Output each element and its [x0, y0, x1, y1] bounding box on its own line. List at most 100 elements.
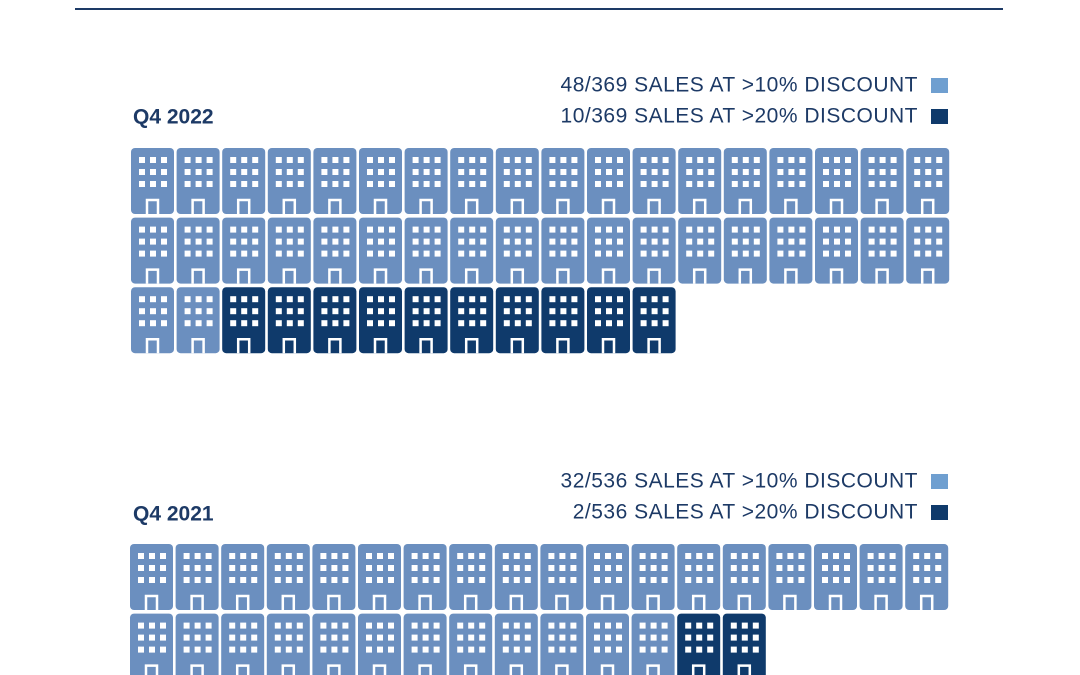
- window: [184, 169, 191, 175]
- window: [412, 250, 419, 257]
- window: [741, 646, 748, 653]
- window: [640, 320, 647, 327]
- window: [285, 565, 292, 571]
- window: [753, 157, 760, 163]
- building-body: [449, 613, 493, 675]
- window: [616, 622, 622, 629]
- building-icon: [267, 287, 311, 354]
- window: [502, 565, 509, 571]
- window: [639, 634, 646, 641]
- building-icon: [130, 613, 173, 675]
- window: [868, 238, 875, 245]
- building-body: [358, 613, 401, 675]
- door: [556, 337, 570, 354]
- window: [251, 553, 258, 559]
- window: [560, 238, 567, 245]
- window: [411, 553, 418, 559]
- window: [697, 238, 704, 245]
- door: [555, 594, 569, 610]
- window: [925, 238, 932, 245]
- window: [184, 308, 191, 315]
- window: [252, 238, 259, 245]
- window: [479, 622, 486, 629]
- window: [184, 250, 191, 257]
- window: [571, 238, 578, 245]
- window: [229, 622, 236, 629]
- window: [412, 169, 419, 175]
- door: [875, 268, 889, 284]
- window: [867, 553, 874, 559]
- building-icon: [313, 287, 357, 354]
- door: [509, 664, 524, 675]
- window: [595, 157, 601, 163]
- window: [469, 157, 476, 163]
- legend-label: 48/369 SALES AT >10% DISCOUNT: [561, 74, 918, 97]
- window: [752, 634, 759, 641]
- window: [651, 169, 658, 175]
- window: [377, 634, 383, 641]
- window: [605, 577, 611, 583]
- window: [799, 250, 806, 257]
- window: [377, 577, 383, 583]
- building-icon: [404, 148, 448, 214]
- window: [606, 157, 612, 163]
- window: [834, 157, 840, 163]
- window: [605, 646, 611, 653]
- window: [149, 553, 155, 559]
- window: [241, 226, 248, 233]
- window: [241, 238, 248, 245]
- window: [458, 181, 465, 187]
- window: [138, 553, 144, 559]
- window: [798, 565, 805, 571]
- window: [150, 169, 156, 175]
- window: [524, 622, 531, 629]
- window: [571, 320, 578, 327]
- window: [412, 320, 419, 327]
- window: [367, 250, 373, 257]
- window: [776, 577, 783, 583]
- window: [570, 622, 577, 629]
- window: [389, 226, 395, 233]
- window: [480, 226, 487, 233]
- window: [423, 320, 430, 327]
- window: [595, 308, 601, 315]
- building-icon: [312, 544, 356, 610]
- window: [230, 226, 237, 233]
- door: [874, 594, 888, 610]
- window: [661, 646, 668, 653]
- window: [205, 565, 212, 571]
- window: [890, 226, 897, 233]
- window: [788, 226, 795, 233]
- window: [366, 577, 372, 583]
- window: [708, 238, 715, 245]
- window: [160, 565, 166, 571]
- window: [433, 565, 440, 571]
- window: [650, 577, 657, 583]
- window: [925, 226, 932, 233]
- window: [616, 577, 622, 583]
- window: [787, 565, 794, 571]
- window: [548, 577, 555, 583]
- window: [524, 553, 531, 559]
- window: [845, 169, 851, 175]
- window: [297, 226, 304, 233]
- building-body: [403, 613, 447, 675]
- window: [139, 308, 145, 315]
- window: [617, 181, 623, 187]
- window: [640, 250, 647, 257]
- window: [342, 634, 349, 641]
- door: [464, 268, 479, 284]
- window: [468, 577, 475, 583]
- window: [914, 181, 921, 187]
- window: [549, 250, 556, 257]
- window: [822, 565, 828, 571]
- building-icon: [404, 217, 448, 284]
- door: [281, 594, 296, 610]
- window: [388, 634, 394, 641]
- window: [150, 181, 156, 187]
- window: [834, 226, 840, 233]
- window: [502, 646, 509, 653]
- window: [844, 565, 850, 571]
- window: [194, 553, 201, 559]
- window: [423, 226, 430, 233]
